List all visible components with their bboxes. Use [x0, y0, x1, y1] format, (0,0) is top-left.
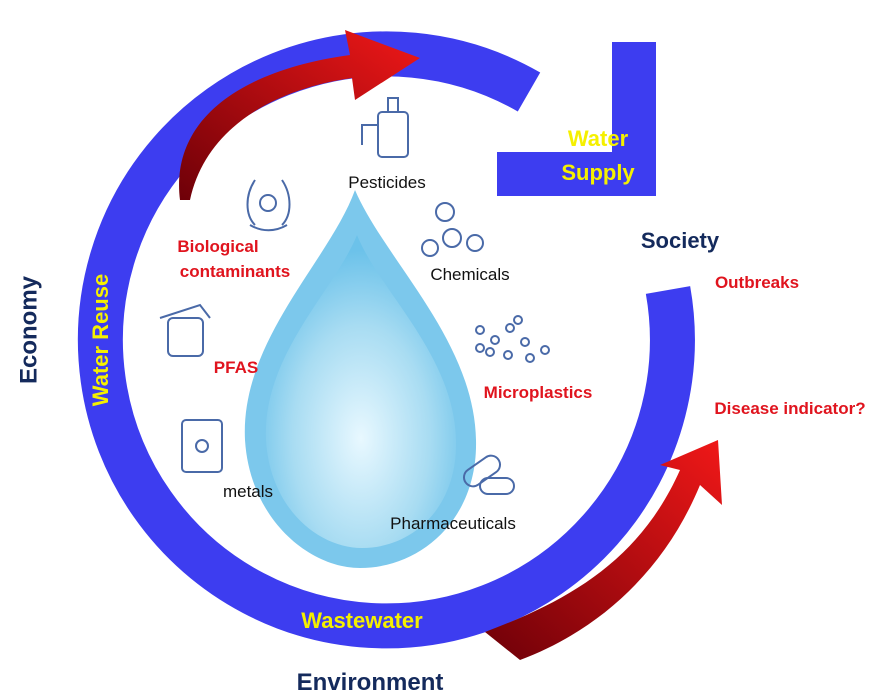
water-drop-inner [266, 235, 456, 548]
biological-label: Biological [177, 237, 258, 256]
page: Water cycle contaminants diagram {"cycle… [0, 0, 896, 693]
water-reuse-label: Water Reuse [88, 274, 113, 406]
disease-indicator-label: Disease indicator? [714, 399, 865, 418]
water-supply-label: Water [568, 126, 629, 151]
pesticide-icon [362, 98, 408, 157]
water-supply-label: Supply [561, 160, 635, 185]
chemicals-label: Chemicals [430, 265, 509, 284]
environment-label: Environment [297, 669, 444, 693]
outbreaks-label: Outbreaks [715, 273, 799, 292]
metals-label: metals [223, 482, 273, 501]
wastewater-label: Wastewater [301, 608, 423, 633]
society-label: Society [641, 228, 720, 253]
pfas-icon [160, 305, 210, 356]
microplastic-icon [476, 316, 549, 362]
pfas-label: PFAS [214, 358, 258, 377]
pesticides-label: Pesticides [348, 173, 425, 192]
metals-icon [182, 420, 222, 472]
body: Economy Water Reuse Wastewater Environme… [0, 0, 896, 693]
chemical-icon [422, 203, 483, 256]
biohazard-icon [248, 180, 290, 230]
biological-label: contaminants [180, 262, 291, 281]
pharmaceuticals-label: Pharmaceuticals [390, 514, 516, 533]
economy-label: Economy [15, 275, 42, 384]
diagram: Economy Water Reuse Wastewater Environme… [0, 0, 896, 693]
microplastics-label: Microplastics [484, 383, 593, 402]
